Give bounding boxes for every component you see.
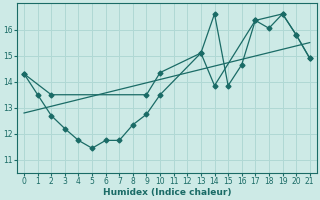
X-axis label: Humidex (Indice chaleur): Humidex (Indice chaleur) xyxy=(103,188,231,197)
